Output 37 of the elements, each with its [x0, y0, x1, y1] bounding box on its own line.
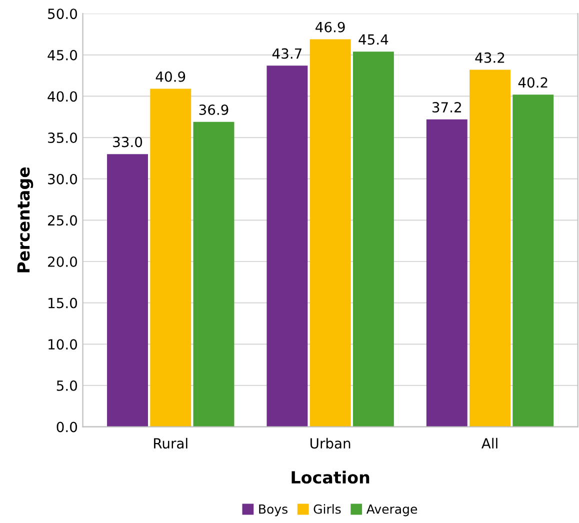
bar [266, 66, 308, 427]
data-label: 45.4 [358, 34, 388, 45]
y-tick-label: 50.0 [48, 8, 78, 20]
bar [107, 154, 148, 427]
bar [352, 52, 394, 427]
legend-label: Boys [259, 504, 288, 516]
bar [426, 119, 468, 427]
data-label: 43.2 [475, 52, 504, 63]
data-label: 43.7 [272, 48, 302, 59]
y-tick-label: 0.0 [56, 422, 78, 432]
bar [512, 94, 554, 427]
y-axis-title: Percentage [17, 167, 34, 272]
y-tick-label: 15.0 [48, 298, 78, 308]
x-tick-label: All [482, 438, 498, 448]
legend-label: Girls [314, 504, 341, 514]
y-tick-label: 10.0 [48, 339, 78, 350]
x-axis-title: Location [292, 470, 370, 484]
legend-label: Average [366, 504, 418, 516]
y-tick-label: 20.0 [48, 256, 78, 267]
bar [310, 39, 351, 427]
bar [150, 88, 192, 427]
y-tick-label: 40.0 [48, 91, 78, 102]
y-tick-label: 35.0 [48, 132, 78, 144]
bar [470, 70, 510, 427]
bar [193, 122, 234, 427]
data-label: 40.2 [518, 77, 548, 88]
y-tick-label: 25.0 [48, 215, 78, 226]
y-tick-label: 30.0 [48, 174, 78, 184]
data-label: 33.0 [113, 136, 142, 148]
data-label: 40.9 [156, 71, 186, 82]
data-label: 37.2 [432, 102, 461, 113]
y-tick-label: 5.0 [56, 380, 78, 391]
y-tick-label: 45.0 [48, 50, 78, 60]
data-label: 46.9 [316, 22, 345, 32]
x-tick-label: Urban [310, 438, 350, 449]
data-label: 36.9 [199, 104, 228, 115]
x-tick-label: Rural [154, 438, 188, 449]
